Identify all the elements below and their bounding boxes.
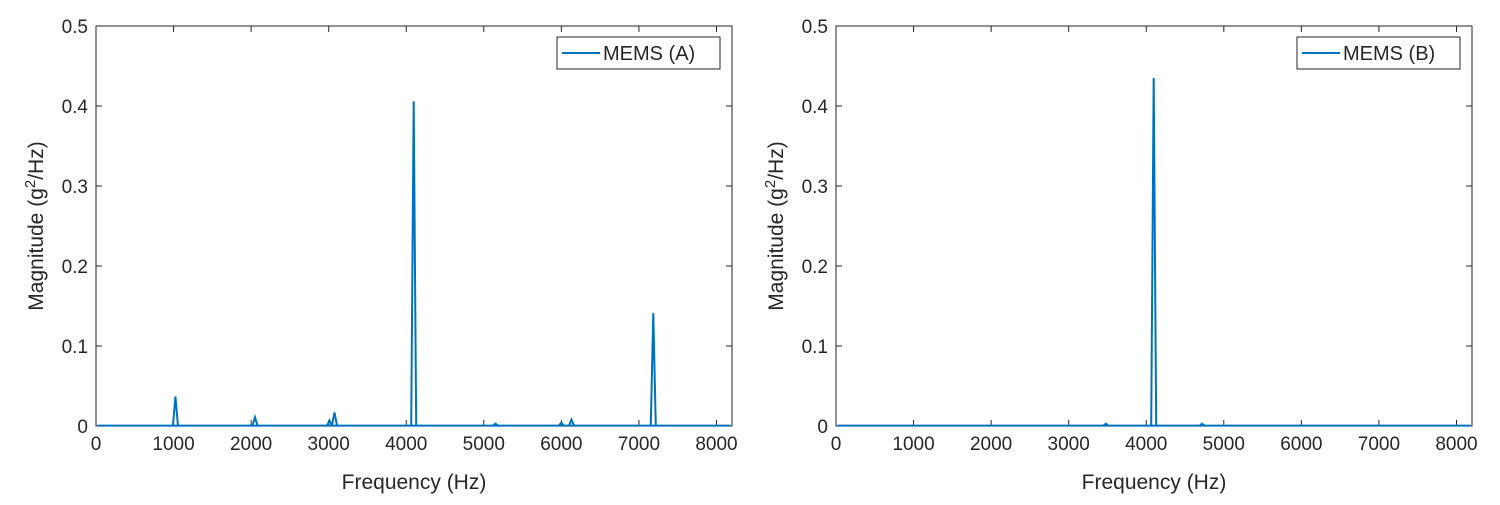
y-tick-label: 0.3: [62, 177, 88, 198]
x-tick-label: 1000: [892, 434, 934, 455]
y-tick-label: 0.1: [802, 337, 828, 358]
chart-panel-b: 0 1000 2000 3000 4000 5000 6000 7000 8000 0 0.1 0.2…: [762, 17, 1478, 494]
spectrum-peak: [171, 396, 179, 426]
x-tick-label: 7000: [618, 434, 660, 455]
y-tick-label: 0.5: [802, 17, 828, 38]
x-tick-label: 6000: [540, 434, 582, 455]
legend-box: [1296, 36, 1461, 70]
x-axis-label: Frequency (Hz): [342, 471, 487, 494]
spectrum-peak: [1150, 77, 1158, 426]
x-tick-label: 5000: [1203, 434, 1245, 455]
y-tick-label: 0.4: [62, 97, 89, 118]
chart-panel-a: 0 1000 2000 3000 4000 5000 6000 7000 8000 0 0.1 0.2…: [22, 17, 738, 494]
x-tick-label: 3000: [308, 434, 350, 455]
x-tick-label: 4000: [385, 434, 427, 455]
spectrum-peak: [558, 421, 565, 427]
legend-label: MEMS (B): [1343, 43, 1435, 65]
spectrum-peak: [568, 417, 575, 426]
x-tick-label: 2000: [970, 434, 1012, 455]
spectrum-peak: [649, 313, 657, 426]
y-axis-label-main: Magnitude (g: [25, 188, 48, 311]
x-tick-label: 1000: [152, 434, 194, 455]
y-axis-label-main: Magnitude (g: [765, 188, 788, 311]
y-axis-label: Magnitude (g2/Hz): [22, 141, 48, 310]
legend-label: MEMS (A): [603, 43, 695, 65]
y-tick-label: 0.4: [802, 97, 829, 118]
x-tick-label: 2000: [230, 434, 272, 455]
y-axis-label-tail: /Hz): [25, 141, 48, 180]
y-tick-label: 0.5: [62, 17, 88, 38]
y-axis-label-superscript: 2: [762, 180, 779, 188]
x-tick-label: 8000: [1435, 434, 1477, 455]
x-tick-label: 0: [831, 434, 842, 455]
x-tick-label: 3000: [1048, 434, 1090, 455]
y-axis-label-tail: /Hz): [765, 141, 788, 180]
spectrum-peak: [492, 422, 499, 427]
y-tick-label: 0.1: [62, 337, 88, 358]
x-tick-label: 8000: [695, 434, 737, 455]
spectrum-peak: [410, 101, 418, 426]
y-tick-label: 0.2: [62, 257, 88, 278]
y-axis-label: Magnitude (g2/Hz): [762, 141, 788, 310]
x-tick-label: 7000: [1358, 434, 1400, 455]
y-axis-label-superscript: 2: [22, 180, 39, 188]
x-tick-label: 5000: [463, 434, 505, 455]
x-tick-label: 4000: [1125, 434, 1167, 455]
x-tick-label: 6000: [1280, 434, 1322, 455]
y-tick-label: 0.2: [802, 257, 828, 278]
spectrum-peak: [1102, 422, 1110, 427]
x-tick-label: 0: [91, 434, 102, 455]
y-tick-label: 0.3: [802, 177, 828, 198]
spectrum-peak: [326, 418, 333, 427]
x-axis-label: Frequency (Hz): [1082, 471, 1227, 494]
y-tick-label: 0: [817, 417, 828, 438]
spectrum-peak: [1198, 422, 1206, 427]
spectrum-peak: [331, 412, 338, 426]
spectrum-peak: [251, 413, 259, 426]
y-tick-label: 0: [77, 417, 88, 438]
